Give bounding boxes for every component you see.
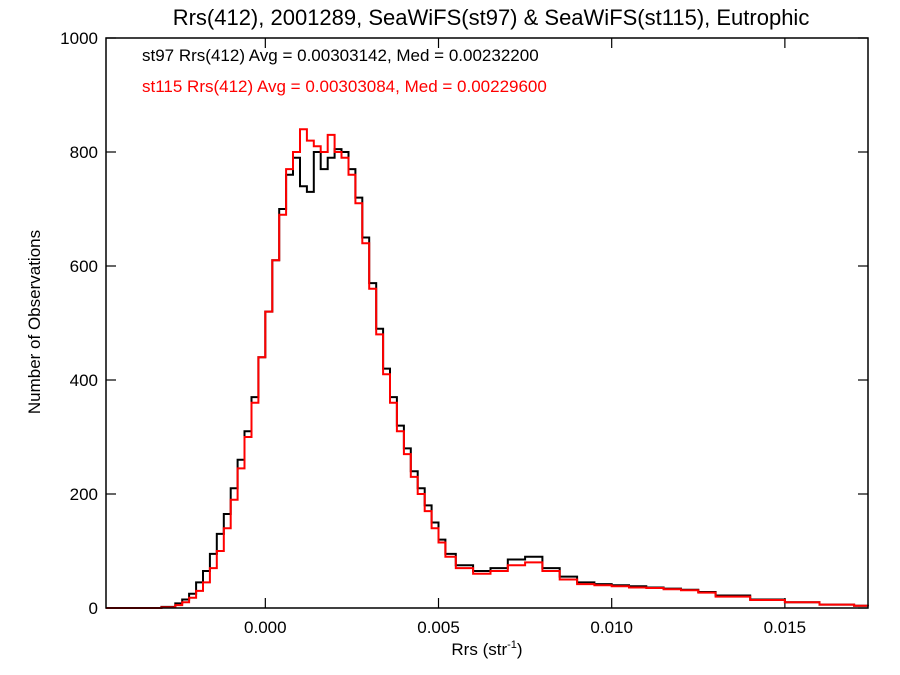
x-tick-label: 0.005 <box>417 618 460 637</box>
y-axis-label: Number of Observations <box>25 230 44 414</box>
x-axis-label-superscript: -1 <box>507 639 517 651</box>
legend-entry-st97: st97 Rrs(412) Avg = 0.00303142, Med = 0.… <box>142 46 539 65</box>
axis-ticks <box>106 37 868 609</box>
x-tick-labels: 0.000 0.005 0.010 0.015 <box>244 618 806 637</box>
series-line-st97 <box>106 148 868 609</box>
y-tick-label: 0 <box>89 599 98 618</box>
x-tick-label: 0.000 <box>244 618 287 637</box>
y-tick-label: 200 <box>70 485 98 504</box>
x-axis-label-main: Rrs (str <box>451 640 507 659</box>
x-tick-label: 0.015 <box>764 618 807 637</box>
y-tick-label: 600 <box>70 257 98 276</box>
y-tick-label: 800 <box>70 143 98 162</box>
y-tick-labels: 0 200 400 600 800 1000 <box>60 29 98 618</box>
chart-title: Rrs(412), 2001289, SeaWiFS(st97) & SeaWi… <box>173 5 810 30</box>
x-axis-label-end: ) <box>517 640 523 659</box>
x-tick-label: 0.010 <box>590 618 633 637</box>
y-tick-label: 400 <box>70 371 98 390</box>
plot-frame <box>105 37 869 609</box>
x-axis-label: Rrs (str-1) <box>451 639 522 659</box>
series-layer <box>106 128 869 609</box>
series-line-st115 <box>106 128 869 609</box>
legend-entry-st115: st115 Rrs(412) Avg = 0.00303084, Med = 0… <box>142 77 547 96</box>
y-tick-label: 1000 <box>60 29 98 48</box>
